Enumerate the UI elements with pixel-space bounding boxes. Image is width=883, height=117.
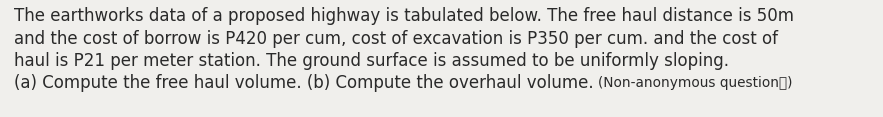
Text: (Non-anonymous questionⓘ): (Non-anonymous questionⓘ) xyxy=(598,77,792,91)
Text: The earthworks data of a proposed highway is tabulated below. The free haul dist: The earthworks data of a proposed highwa… xyxy=(14,7,794,25)
Text: (a) Compute the free haul volume. (b) Compute the overhaul volume.: (a) Compute the free haul volume. (b) Co… xyxy=(14,75,593,93)
Text: and the cost of borrow is P420 per cum, cost of excavation is P350 per cum. and : and the cost of borrow is P420 per cum, … xyxy=(14,29,778,48)
Text: haul is P21 per meter station. The ground surface is assumed to be uniformly slo: haul is P21 per meter station. The groun… xyxy=(14,52,729,70)
